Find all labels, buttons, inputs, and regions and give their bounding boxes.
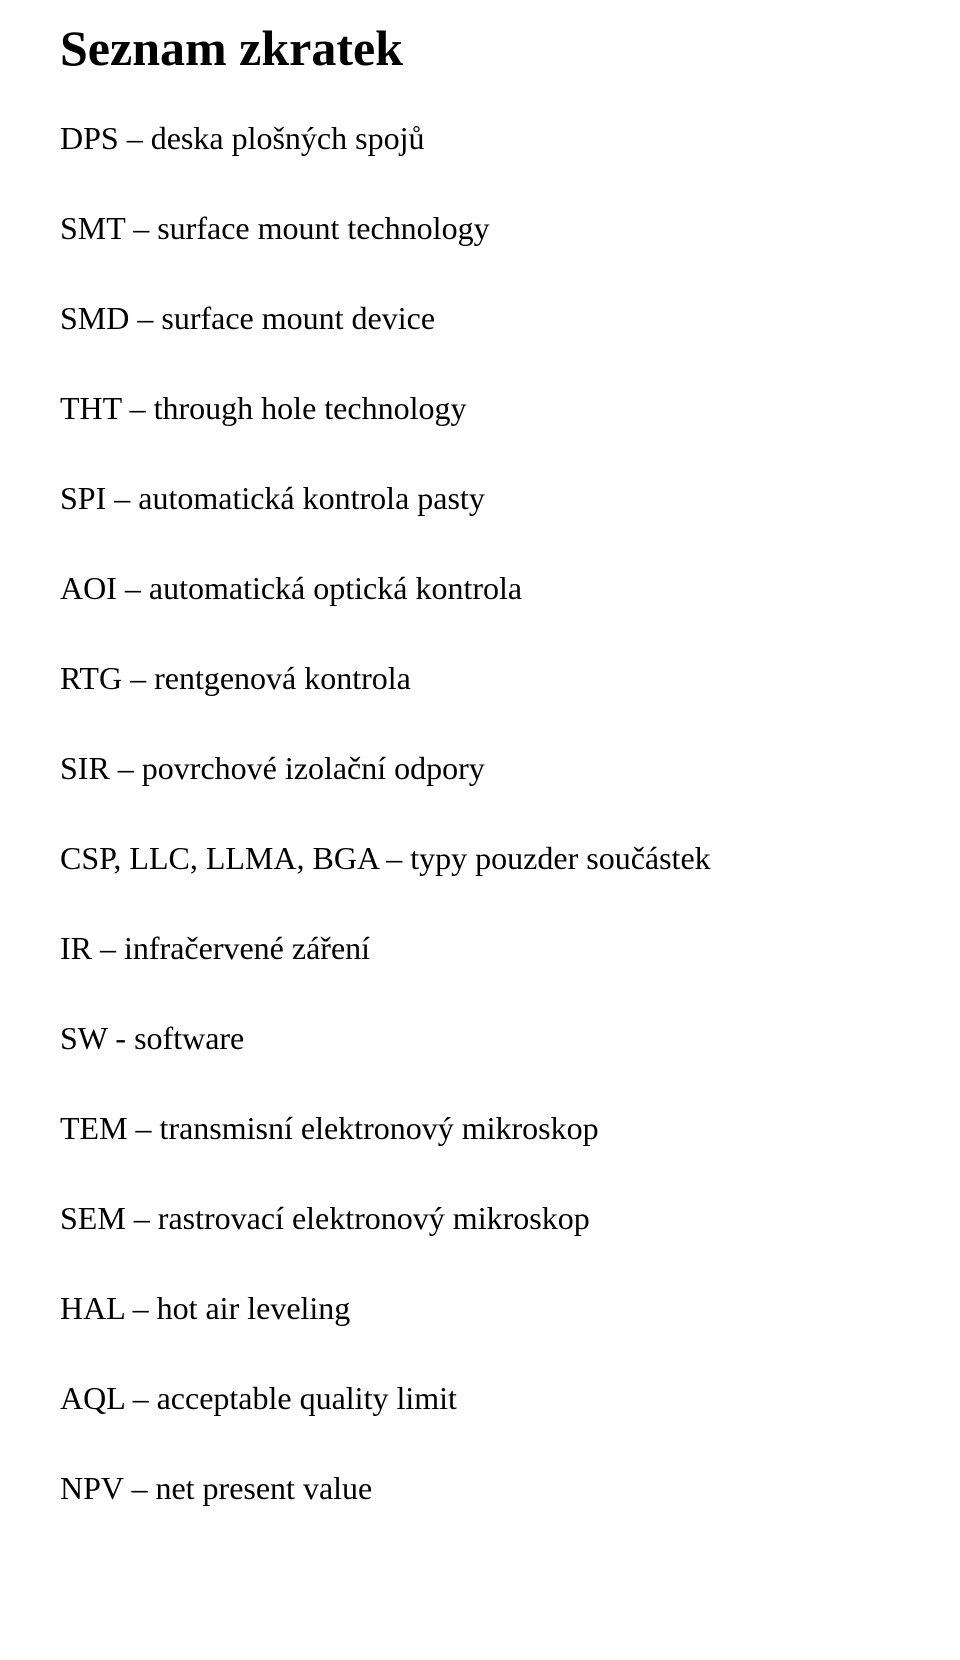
abbrev-entry: HAL – hot air leveling bbox=[60, 1284, 900, 1332]
abbrev-entry: SEM – rastrovací elektronový mikroskop bbox=[60, 1194, 900, 1242]
page: Seznam zkratek DPS – deska plošných spoj… bbox=[0, 0, 960, 1660]
abbrev-entry: THT – through hole technology bbox=[60, 384, 900, 432]
page-title: Seznam zkratek bbox=[60, 20, 900, 78]
abbrev-entry: IR – infračervené záření bbox=[60, 924, 900, 972]
abbrev-entry: SPI – automatická kontrola pasty bbox=[60, 474, 900, 522]
abbrev-entry: SIR – povrchové izolační odpory bbox=[60, 744, 900, 792]
abbrev-entry: TEM – transmisní elektronový mikroskop bbox=[60, 1104, 900, 1152]
abbrev-entry: DPS – deska plošných spojů bbox=[60, 114, 900, 162]
abbrev-entry: SW - software bbox=[60, 1014, 900, 1062]
abbrev-entry: NPV – net present value bbox=[60, 1464, 900, 1512]
abbrev-entry: CSP, LLC, LLMA, BGA – typy pouzder součá… bbox=[60, 834, 900, 882]
abbrev-entry: RTG – rentgenová kontrola bbox=[60, 654, 900, 702]
abbrev-entry: AQL – acceptable quality limit bbox=[60, 1374, 900, 1422]
abbrev-entry: SMT – surface mount technology bbox=[60, 204, 900, 252]
abbrev-entry: AOI – automatická optická kontrola bbox=[60, 564, 900, 612]
abbrev-entry: SMD – surface mount device bbox=[60, 294, 900, 342]
